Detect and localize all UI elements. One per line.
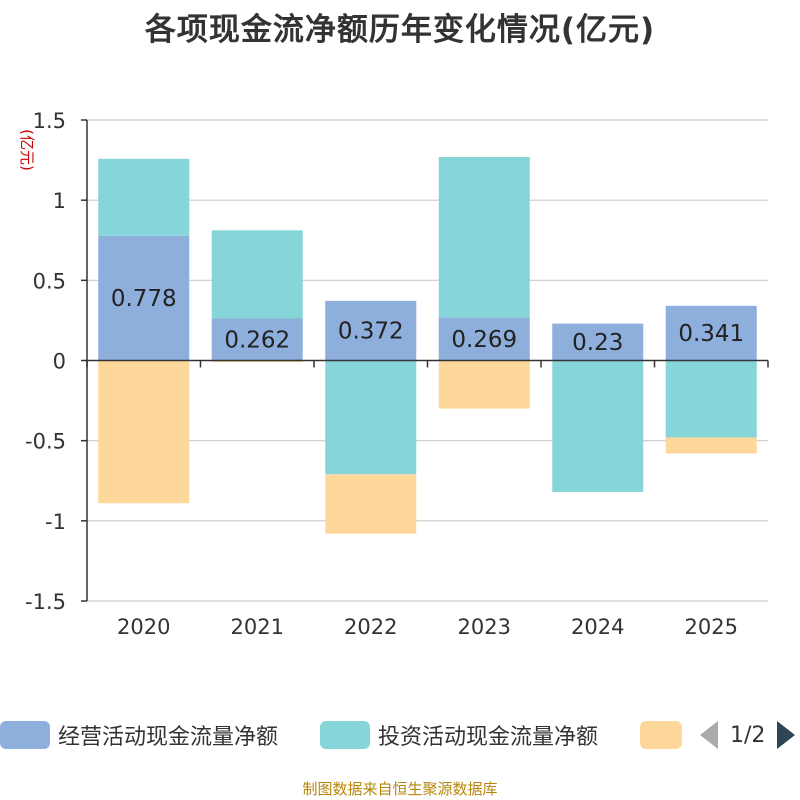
bar-2023-series-1 xyxy=(438,157,530,318)
data-label-2022: 0.372 xyxy=(338,319,404,345)
legend-page-indicator: 1/2 xyxy=(730,722,766,748)
legend-pager: 1/2 xyxy=(700,715,796,755)
x-tick-label: 2021 xyxy=(231,615,284,639)
chart-area: 1.5 1 0.5 0 -0.5 -1 -1.5 (亿元) 2020 2021 2022 2023 20… xyxy=(18,109,769,639)
y-tick-label: -0.5 xyxy=(25,430,66,454)
bar-2025-series-0 xyxy=(665,305,757,361)
y-tick-label: 1 xyxy=(53,189,66,213)
axes: 1.5 1 0.5 0 -0.5 -1 -1.5 (亿元) 2020 2021 2022 2023 20… xyxy=(18,109,769,639)
y-axis-label: (亿元) xyxy=(18,129,36,171)
y-tick-label: 0.5 xyxy=(33,269,66,293)
bar-2022-series-0 xyxy=(325,300,417,361)
data-label-2020: 0.778 xyxy=(111,286,177,312)
bar-2020-series-2 xyxy=(98,360,190,504)
x-tick-label: 2023 xyxy=(458,615,511,639)
bar-2020-series-0 xyxy=(98,235,190,361)
grid-lines xyxy=(87,119,768,602)
bar-2021-series-1 xyxy=(211,230,303,319)
x-tick-label: 2020 xyxy=(117,615,170,639)
bar-2023-series-0 xyxy=(438,317,530,361)
bar-2022-series-1 xyxy=(325,360,417,475)
x-tick-label: 2025 xyxy=(685,615,738,639)
y-tick-label: 1.5 xyxy=(33,109,66,133)
legend: 经营活动现金流量净额 投资活动现金流量净额 1/2 xyxy=(0,715,800,755)
triangle-right-icon[interactable] xyxy=(777,721,796,749)
legend-item-investing[interactable]: 投资活动现金流量净额 xyxy=(320,715,598,755)
bar-2022-series-2 xyxy=(325,474,417,534)
bars xyxy=(98,157,757,534)
chart-title: 各项现金流净额历年变化情况(亿元) xyxy=(144,12,656,48)
bar-2024-series-1 xyxy=(552,360,644,492)
bar-2025-series-2 xyxy=(665,437,757,454)
bar-2025-series-1 xyxy=(665,360,757,438)
legend-swatch-financing xyxy=(640,721,682,749)
data-label-2025: 0.341 xyxy=(678,321,744,347)
data-labels: 0.778 0.262 0.372 0.269 0.23 0.341 xyxy=(111,286,744,356)
source-note: 制图数据来自恒生聚源数据库 xyxy=(302,780,498,798)
data-label-2024: 0.23 xyxy=(572,330,623,356)
legend-item-financing[interactable] xyxy=(640,715,690,755)
legend-label-operating: 经营活动现金流量净额 xyxy=(58,725,279,750)
triangle-left-icon[interactable] xyxy=(700,721,718,749)
legend-swatch-investing xyxy=(320,721,370,749)
y-tick-label: 0 xyxy=(53,350,66,374)
y-tick-label: -1 xyxy=(45,510,66,534)
legend-label-investing: 投资活动现金流量净额 xyxy=(378,725,599,750)
data-label-2021: 0.262 xyxy=(224,327,290,353)
x-tick-label: 2024 xyxy=(571,615,624,639)
y-tick-label: -1.5 xyxy=(25,590,66,614)
data-label-2023: 0.269 xyxy=(451,327,517,353)
legend-swatch-operating xyxy=(0,721,50,749)
bar-2024-series-0 xyxy=(552,323,644,361)
bar-2023-series-2 xyxy=(438,360,530,409)
bar-2020-series-1 xyxy=(98,158,190,236)
legend-item-operating[interactable]: 经营活动现金流量净额 xyxy=(0,715,278,755)
bar-2021-series-0 xyxy=(211,318,303,361)
bar-2021-series-2 xyxy=(211,360,303,363)
x-tick-label: 2022 xyxy=(344,615,397,639)
